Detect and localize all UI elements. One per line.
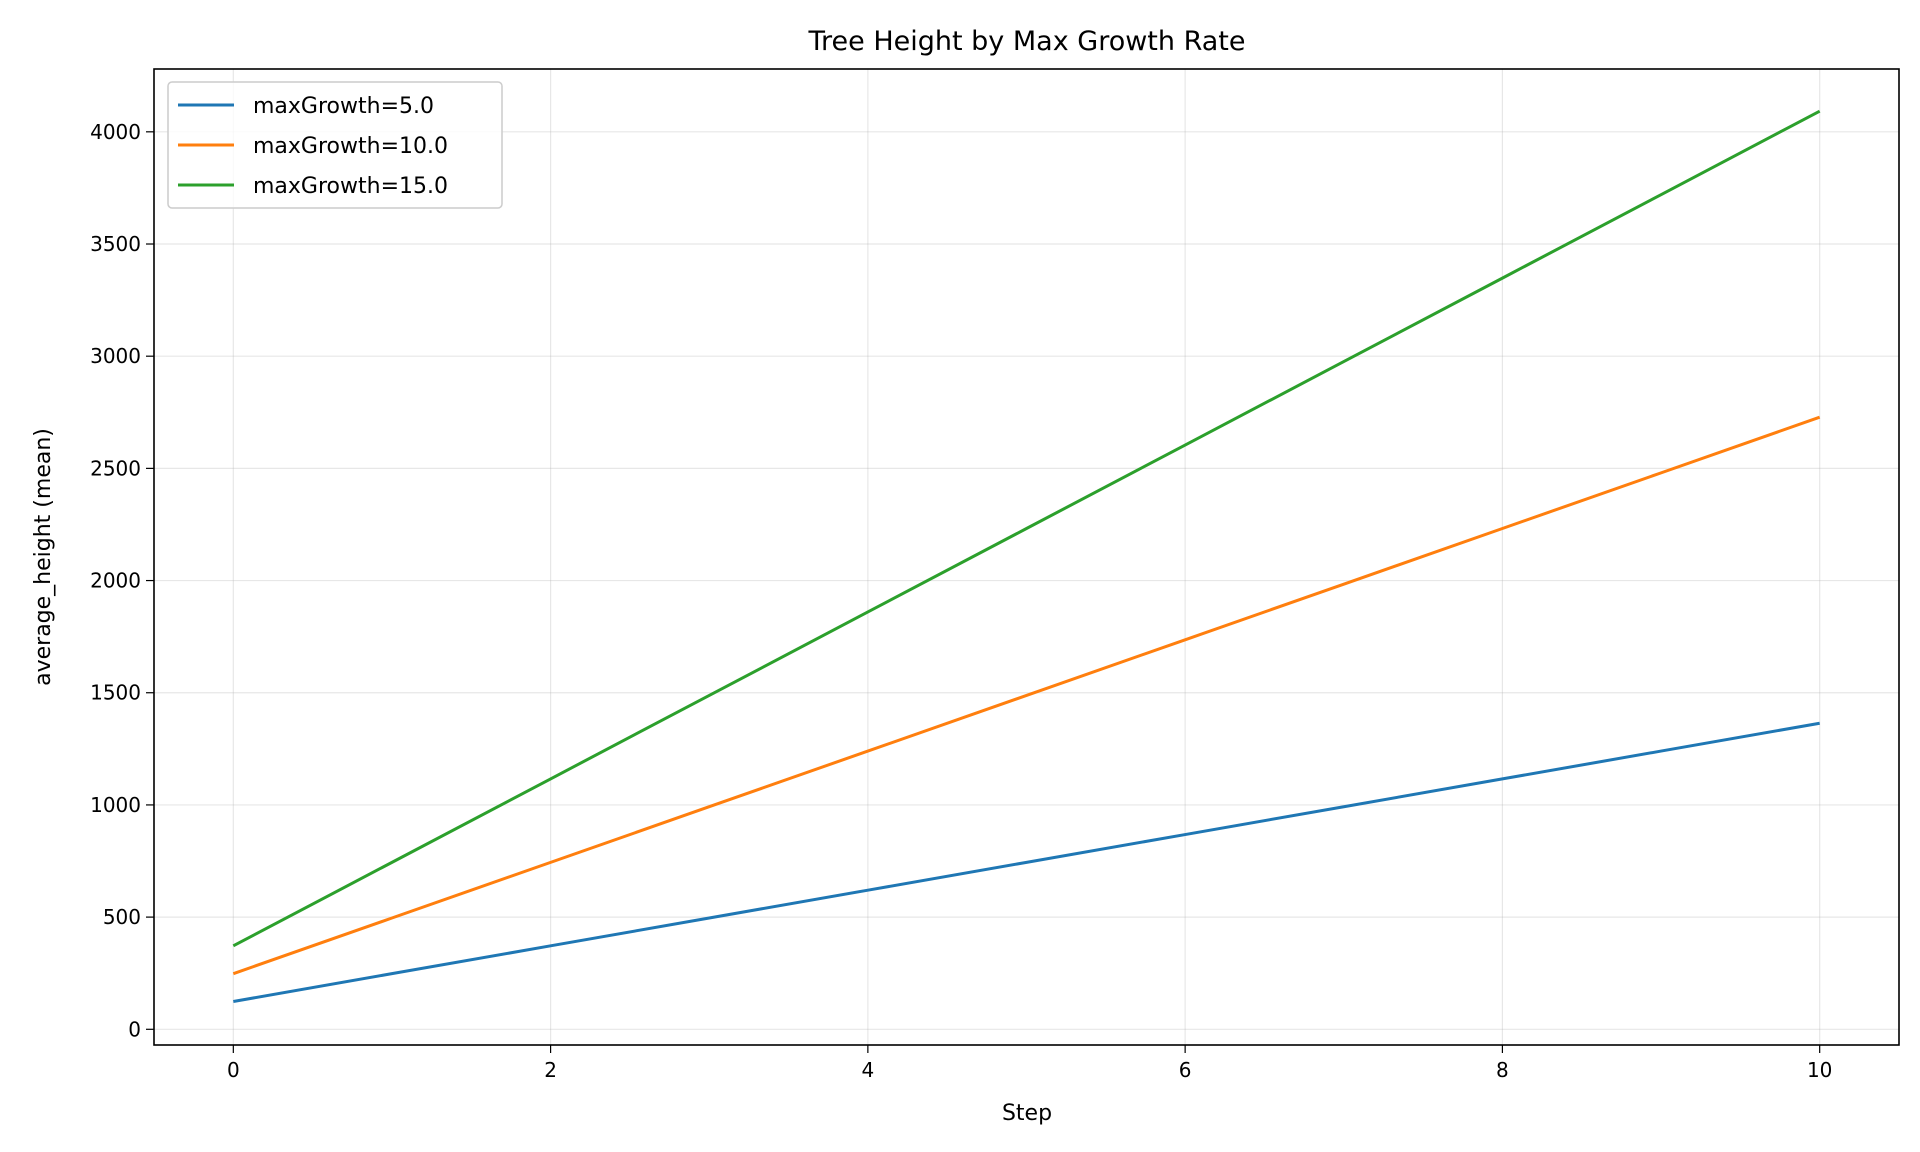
series-line-3 (232, 109, 1821, 948)
y-tick-label: 500 (103, 905, 141, 929)
series-line-1 (233, 721, 1820, 1003)
x-tick-label: 0 (227, 1058, 240, 1082)
y-tick-label: 2000 (90, 569, 141, 593)
legend-label-3: maxGrowth=15.0 (253, 174, 448, 199)
x-tick-label: 8 (1496, 1058, 1509, 1082)
y-tick-label: 4000 (90, 120, 141, 144)
x-tick-label: 4 (861, 1058, 874, 1082)
y-tick-label: 2500 (90, 456, 141, 480)
y-axis-label: average_height (mean) (31, 428, 56, 686)
legend: maxGrowth=5.0 maxGrowth=10.0 maxGrowth=15.… (167, 81, 503, 209)
ticks: 0 2 4 6 8 10 0 500 1000 1500 2000 2500 3000 3500 4000 (90, 120, 1832, 1082)
legend-label-1: maxGrowth=5.0 (253, 94, 434, 119)
y-tick-label: 3500 (90, 232, 141, 256)
series-line-2 (232, 415, 1821, 976)
x-tick-label: 2 (544, 1058, 557, 1082)
series-lines (232, 109, 1821, 1003)
axes-frame (153, 68, 1900, 1046)
legend-box (167, 81, 503, 209)
grid (154, 69, 1899, 1045)
y-tick-label: 1000 (90, 793, 141, 817)
x-tick-label: 6 (1179, 1058, 1192, 1082)
x-tick-label: 10 (1807, 1058, 1832, 1082)
x-axis-label: Step (1002, 1101, 1052, 1126)
y-tick-label: 3000 (90, 344, 141, 368)
y-tick-label: 0 (128, 1017, 141, 1041)
legend-label-2: maxGrowth=10.0 (253, 134, 448, 159)
y-tick-label: 1500 (90, 681, 141, 705)
chart-title: Tree Height by Max Growth Rate (808, 26, 1246, 57)
